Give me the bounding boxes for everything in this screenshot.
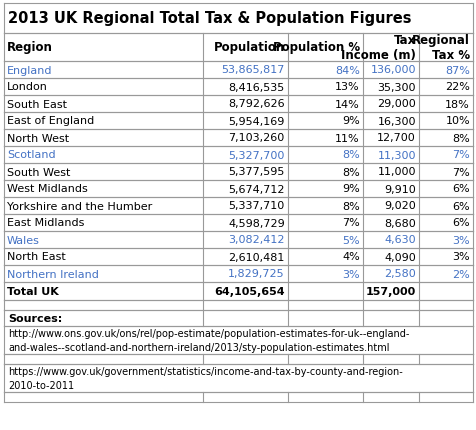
Text: 6%: 6% [451,218,469,228]
Text: Yorkshire and the Humber: Yorkshire and the Humber [7,201,152,211]
Text: 4,598,729: 4,598,729 [228,218,284,228]
Text: 84%: 84% [334,65,359,75]
Text: East of England: East of England [7,116,94,126]
Text: 9%: 9% [341,184,359,194]
Text: 5,674,712: 5,674,712 [228,184,284,194]
Text: 5,377,595: 5,377,595 [228,167,284,177]
Text: 4,630: 4,630 [384,235,415,245]
Text: 4%: 4% [341,252,359,262]
Text: Total UK: Total UK [7,286,59,296]
Text: Sources:: Sources: [8,313,62,323]
Text: 4,090: 4,090 [384,252,415,262]
Text: 3,082,412: 3,082,412 [228,235,284,245]
Text: 11%: 11% [335,133,359,143]
Text: 2,580: 2,580 [384,269,415,279]
Text: 8%: 8% [341,150,359,160]
Text: 9,910: 9,910 [384,184,415,194]
Text: 22%: 22% [444,82,469,92]
Text: 12,700: 12,700 [377,133,415,143]
Text: 8,792,626: 8,792,626 [228,99,284,109]
Text: East Midlands: East Midlands [7,218,84,228]
Text: Population %: Population % [272,41,359,54]
Text: 5,337,710: 5,337,710 [228,201,284,211]
Text: 53,865,817: 53,865,817 [221,65,284,75]
Text: Scotland: Scotland [7,150,56,160]
Text: 9,020: 9,020 [384,201,415,211]
Text: Wales: Wales [7,235,40,245]
Text: 3%: 3% [451,252,469,262]
Text: 7,103,260: 7,103,260 [228,133,284,143]
Text: North West: North West [7,133,69,143]
Text: http://www.ons.gov.uk/ons/rel/pop-estimate/population-estimates-for-uk--england-: http://www.ons.gov.uk/ons/rel/pop-estima… [8,329,408,352]
Text: 8,680: 8,680 [384,218,415,228]
Text: 157,000: 157,000 [365,286,415,296]
Text: 11,000: 11,000 [377,167,415,177]
Text: 5,954,169: 5,954,169 [228,116,284,126]
Text: 11,300: 11,300 [377,150,415,160]
Text: Region: Region [7,41,53,54]
Text: 35,300: 35,300 [377,82,415,92]
Text: 64,105,654: 64,105,654 [214,286,284,296]
Text: 6%: 6% [451,201,469,211]
Text: 10%: 10% [445,116,469,126]
Text: 3%: 3% [451,235,469,245]
Text: 7%: 7% [451,167,469,177]
Text: North East: North East [7,252,66,262]
Text: 9%: 9% [341,116,359,126]
Text: 8%: 8% [451,133,469,143]
Text: 8%: 8% [341,167,359,177]
Text: 7%: 7% [341,218,359,228]
Text: Tax
Income (m): Tax Income (m) [340,34,415,62]
Text: South East: South East [7,99,67,109]
Text: 5,327,700: 5,327,700 [228,150,284,160]
Text: 3%: 3% [341,269,359,279]
Text: Northern Ireland: Northern Ireland [7,269,99,279]
Text: 2%: 2% [451,269,469,279]
Text: 16,300: 16,300 [377,116,415,126]
Text: 8%: 8% [341,201,359,211]
Text: West Midlands: West Midlands [7,184,88,194]
Text: 2013 UK Regional Total Tax & Population Figures: 2013 UK Regional Total Tax & Population … [8,12,411,26]
Text: London: London [7,82,48,92]
Text: 14%: 14% [334,99,359,109]
Text: 5%: 5% [341,235,359,245]
Text: 13%: 13% [335,82,359,92]
Text: 29,000: 29,000 [377,99,415,109]
Text: 18%: 18% [444,99,469,109]
Text: 136,000: 136,000 [370,65,415,75]
Text: Regional
Tax %: Regional Tax % [411,34,469,62]
Text: https://www.gov.uk/government/statistics/income-and-tax-by-county-and-region-
20: https://www.gov.uk/government/statistics… [8,366,402,390]
Text: 87%: 87% [444,65,469,75]
Text: 1,829,725: 1,829,725 [228,269,284,279]
Text: South West: South West [7,167,70,177]
Text: Population: Population [213,41,284,54]
Text: 7%: 7% [451,150,469,160]
Text: 6%: 6% [451,184,469,194]
Text: 2,610,481: 2,610,481 [228,252,284,262]
Text: England: England [7,65,52,75]
Text: 8,416,535: 8,416,535 [228,82,284,92]
